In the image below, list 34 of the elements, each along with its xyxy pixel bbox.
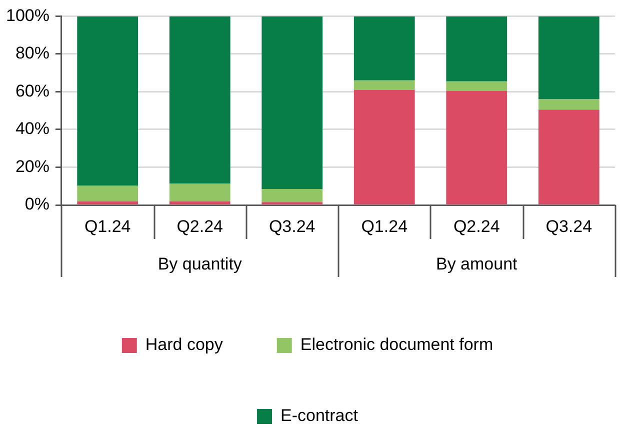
- bar: [77, 186, 138, 202]
- bar: [77, 201, 138, 204]
- bar: [538, 110, 600, 204]
- y-tick-label: 80%: [15, 44, 50, 63]
- bar: [446, 16, 508, 82]
- text: By amount: [436, 254, 518, 274]
- y-tick-label: 40%: [15, 119, 50, 138]
- x-tick-label: Q3.24: [268, 216, 316, 236]
- bar: [446, 81, 508, 91]
- legend-label: E-contract: [280, 406, 358, 426]
- y-tick-label: 60%: [15, 81, 50, 100]
- legend-label: Hard copy: [145, 335, 224, 354]
- bar: [354, 90, 415, 204]
- y-tick-label: 100%: [6, 6, 50, 25]
- bar: [169, 16, 230, 184]
- legend-label: Electronic document form: [300, 335, 494, 354]
- bar: [354, 80, 415, 90]
- bar: [354, 16, 415, 80]
- bar: [446, 90, 508, 204]
- x-tick-label: Q1.24: [84, 216, 131, 236]
- x-tick-label: Q3.24: [546, 216, 592, 236]
- bar: [77, 16, 138, 186]
- y-tick-label: 0%: [24, 194, 50, 214]
- bar: [538, 16, 600, 100]
- bar: [262, 16, 323, 189]
- x-tick-label: Q2.24: [176, 216, 224, 236]
- text: By quantity: [158, 254, 242, 274]
- y-tick-label: 20%: [15, 156, 50, 176]
- bar: [169, 201, 230, 204]
- bar: [169, 184, 230, 202]
- bar: [538, 99, 600, 110]
- bar: [262, 188, 323, 202]
- x-tick-label: Q2.24: [453, 216, 500, 236]
- x-tick-label: Q1.24: [361, 216, 408, 236]
